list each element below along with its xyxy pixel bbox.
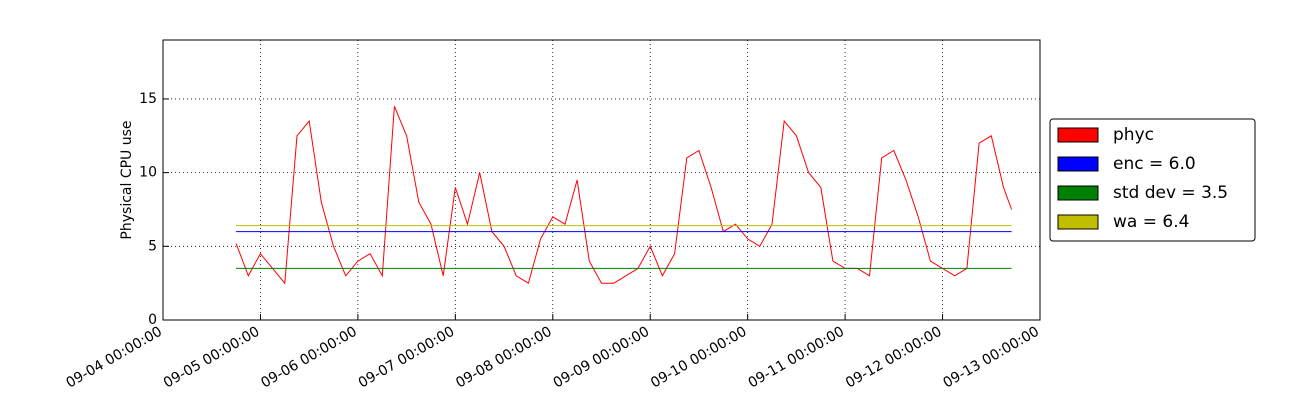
legend-box bbox=[1049, 118, 1256, 242]
y-tick-label: 10 bbox=[139, 165, 157, 181]
legend-label: enc = 6.0 bbox=[1113, 154, 1196, 174]
x-tick-label: 09-05 00:00:00 bbox=[161, 324, 263, 392]
y-tick-label: 5 bbox=[148, 238, 157, 254]
x-tick-label: 09-12 00:00:00 bbox=[843, 324, 945, 392]
y-tick-label: 0 bbox=[148, 312, 157, 328]
x-tick-label: 09-08 00:00:00 bbox=[453, 324, 555, 392]
legend-swatch bbox=[1057, 214, 1099, 230]
x-tick-label: 09-07 00:00:00 bbox=[356, 324, 458, 392]
legend-label: wa = 6.4 bbox=[1113, 212, 1189, 232]
y-axis-label: Physical CPU use bbox=[119, 120, 135, 239]
plot-frame bbox=[162, 39, 1041, 321]
legend-swatch bbox=[1057, 127, 1099, 143]
legend-swatch bbox=[1057, 156, 1099, 172]
legend-label: phyc bbox=[1113, 125, 1154, 145]
x-tick-label: 09-04 00:00:00 bbox=[63, 324, 165, 392]
data-line bbox=[235, 106, 1013, 285]
x-tick-label: 09-13 00:00:00 bbox=[940, 324, 1042, 392]
legend-label: std dev = 3.5 bbox=[1113, 183, 1228, 203]
x-tick-label: 09-11 00:00:00 bbox=[746, 324, 848, 392]
x-tick-label: 09-10 00:00:00 bbox=[648, 324, 750, 392]
x-tick-label: 09-06 00:00:00 bbox=[258, 324, 360, 392]
x-tick-label: 09-09 00:00:00 bbox=[551, 324, 653, 392]
y-tick-label: 15 bbox=[139, 91, 157, 107]
legend-swatch bbox=[1057, 185, 1099, 201]
